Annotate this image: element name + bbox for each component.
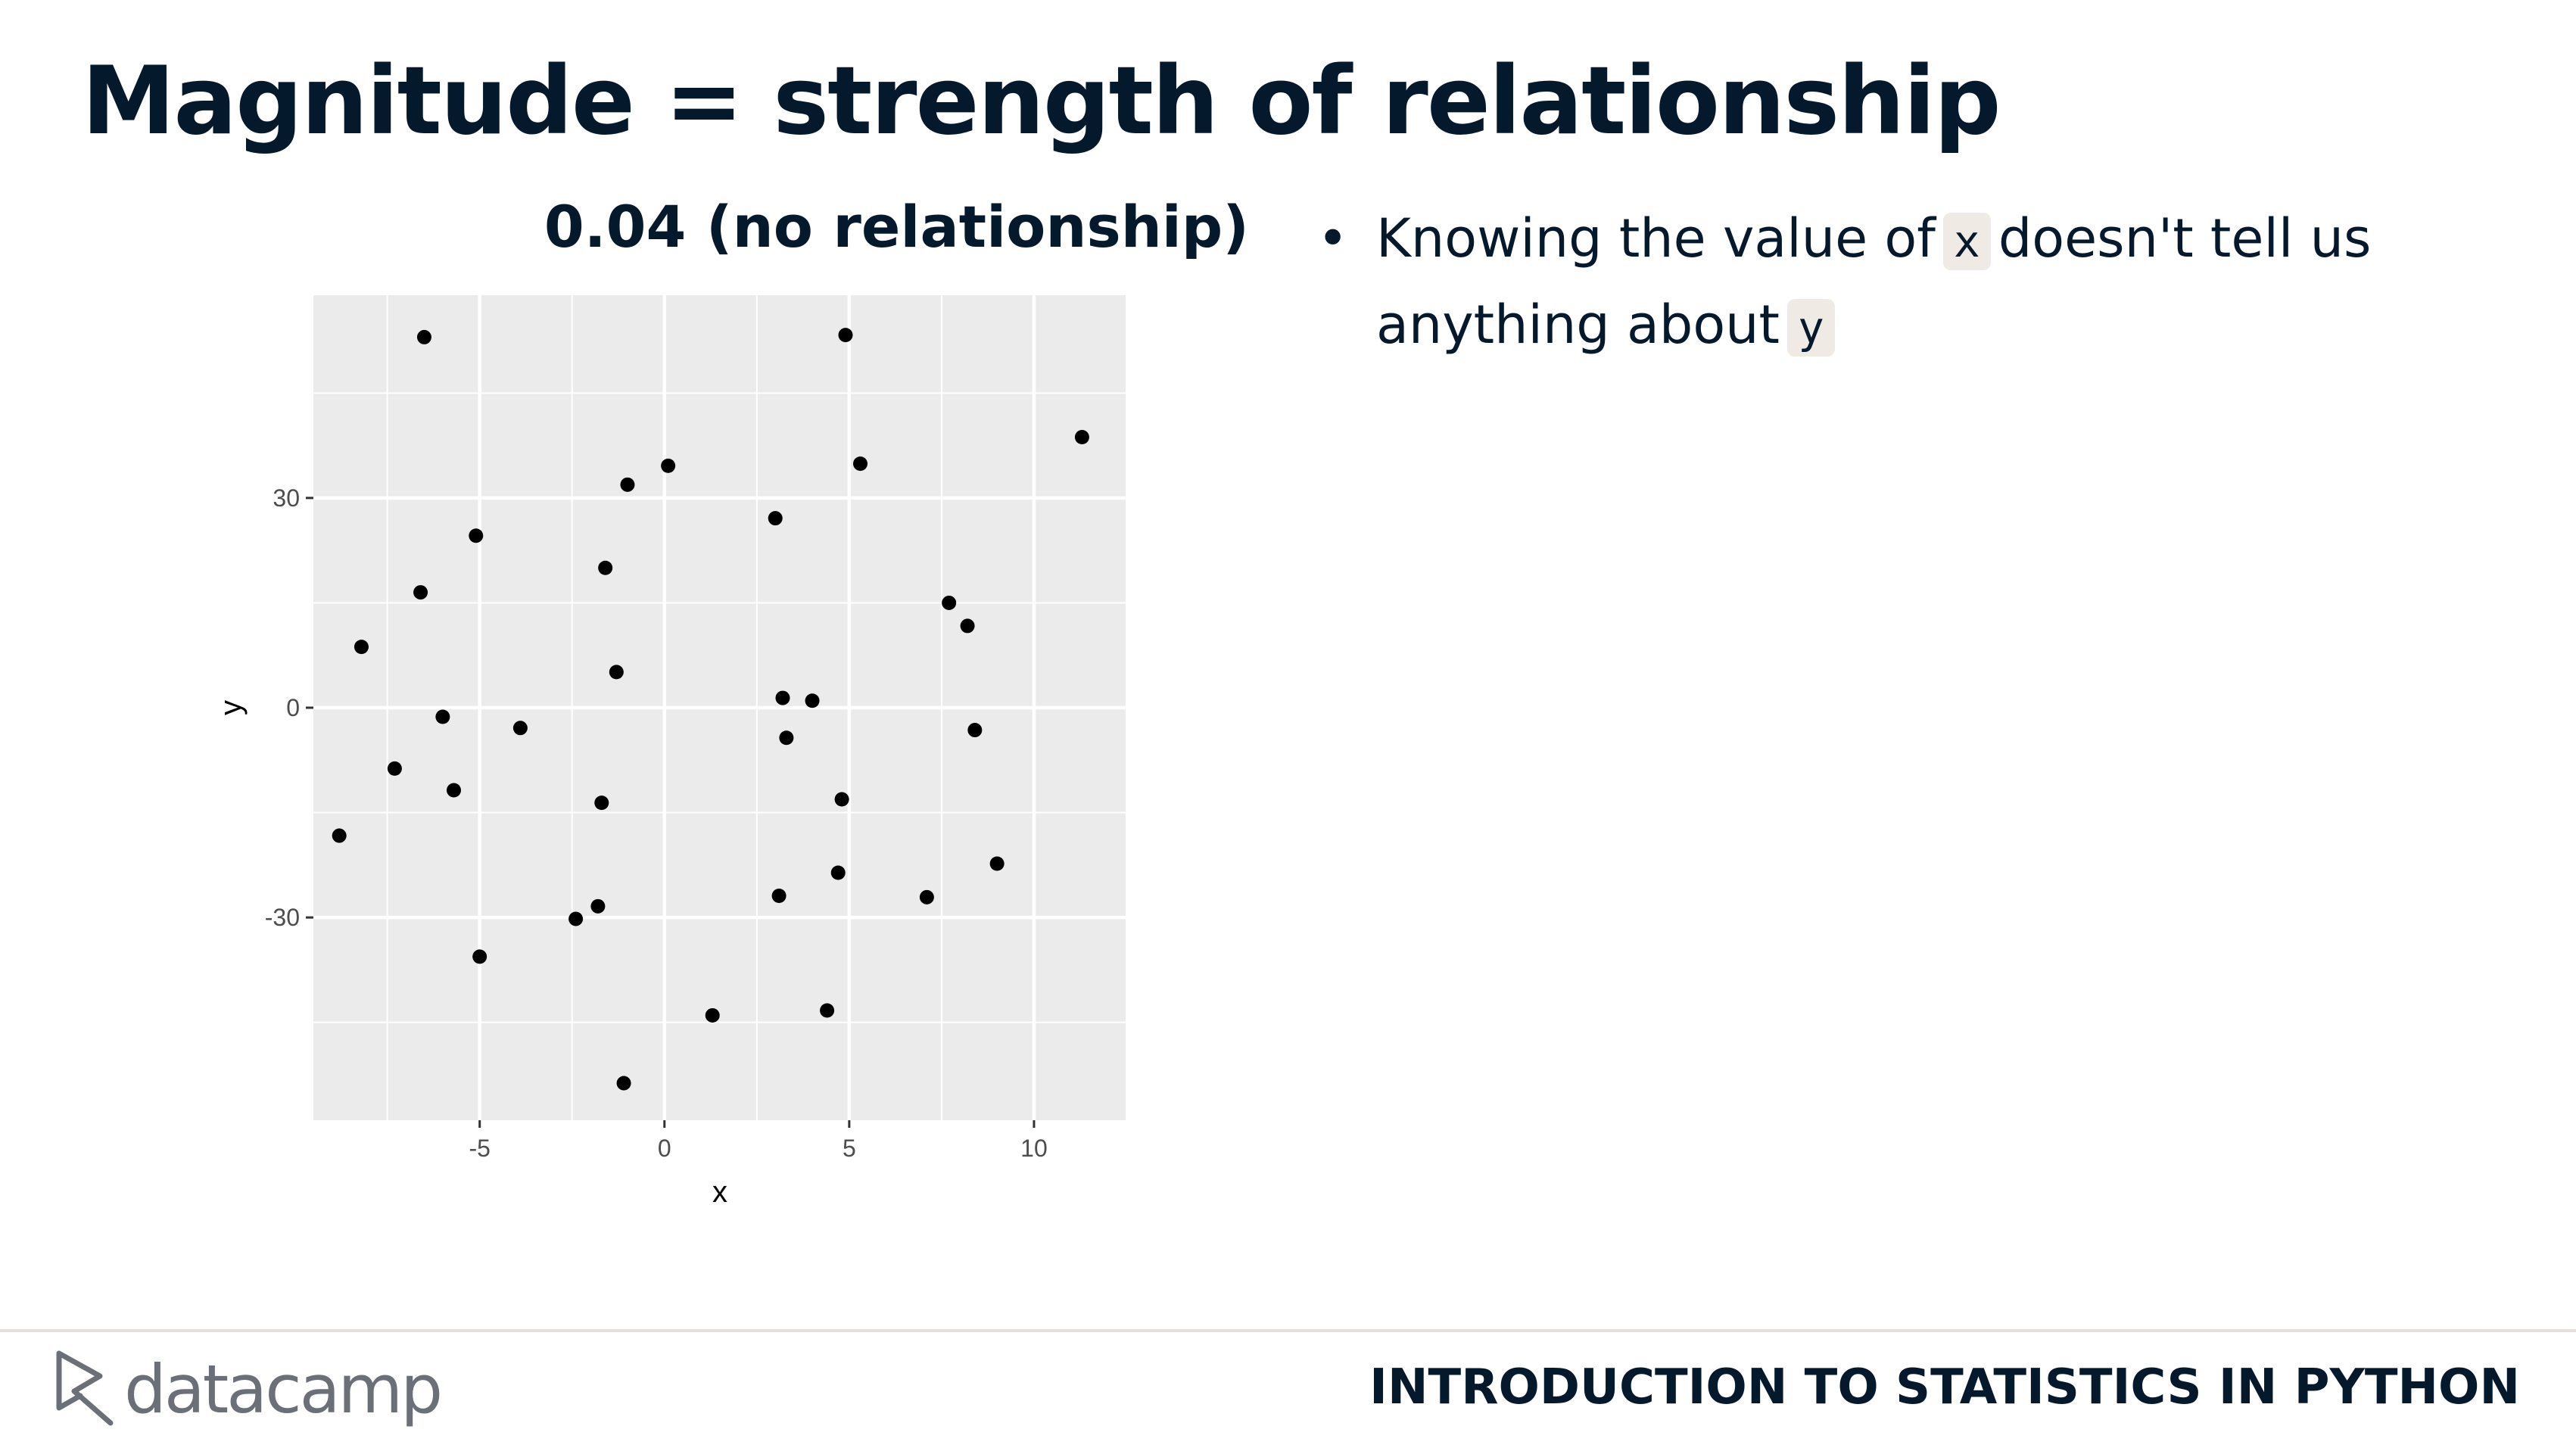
data-point (805, 693, 820, 708)
y-tick-label: 0 (286, 694, 300, 721)
data-point (447, 783, 462, 798)
footer-divider (0, 1329, 2576, 1332)
data-point (413, 585, 428, 600)
datacamp-logo: datacamp (56, 1350, 443, 1428)
data-point (960, 618, 975, 634)
inline-code-y: y (1786, 299, 1835, 357)
data-point (387, 761, 402, 776)
major-gridlines (313, 295, 1126, 1120)
data-point (705, 1007, 720, 1023)
y-axis-title: y (214, 700, 248, 715)
data-point (469, 528, 484, 543)
data-point (661, 458, 676, 473)
data-point (512, 721, 528, 736)
data-point (332, 828, 347, 843)
data-point (435, 709, 450, 724)
chart-title: 0.04 (no relationship) (544, 193, 1249, 260)
data-point (598, 560, 613, 575)
data-point (779, 730, 794, 746)
data-point (820, 1003, 835, 1018)
slide-title: Magnitude = strength of relationship (82, 47, 2001, 156)
x-tick-label: 10 (1020, 1135, 1048, 1162)
bullet-text-middle: doesn't tell us anything about (1376, 207, 2372, 356)
data-point (989, 856, 1005, 871)
inline-code-x: x (1942, 213, 1991, 270)
datacamp-logo-icon (56, 1350, 114, 1426)
y-tick-label: 30 (273, 484, 300, 512)
data-point (830, 865, 846, 880)
datacamp-wordmark: datacamp (124, 1350, 441, 1428)
bullet-text-start: Knowing the value of (1376, 207, 1936, 269)
data-point (616, 1076, 631, 1091)
x-axis-ticks: -5 0 5 10 (469, 1120, 1048, 1162)
data-point (919, 889, 934, 905)
data-point (834, 792, 849, 807)
data-point (838, 328, 853, 343)
data-point (775, 690, 790, 705)
scatter-plot: -5 0 5 10 -30 0 30 x y (214, 295, 1127, 1209)
data-point (1074, 430, 1089, 445)
y-tick-label: -30 (265, 904, 300, 931)
x-tick-label: -5 (469, 1135, 490, 1162)
data-point (354, 640, 369, 655)
y-axis-ticks: -30 0 30 (265, 484, 313, 931)
data-point (590, 898, 606, 914)
course-name: INTRODUCTION TO STATISTICS IN PYTHON (1369, 1359, 2520, 1415)
data-point (771, 888, 787, 903)
data-point (594, 796, 609, 811)
data-point (472, 949, 487, 964)
x-tick-label: 5 (843, 1135, 856, 1162)
data-point (768, 511, 783, 526)
data-point (967, 723, 983, 738)
data-point (853, 456, 868, 472)
data-points (332, 328, 1089, 1091)
data-point (942, 595, 957, 610)
data-point (416, 329, 431, 344)
data-point (568, 911, 584, 926)
x-tick-label: 0 (658, 1135, 671, 1162)
data-point (609, 665, 624, 680)
data-point (620, 477, 635, 492)
x-axis-title: x (712, 1175, 727, 1209)
